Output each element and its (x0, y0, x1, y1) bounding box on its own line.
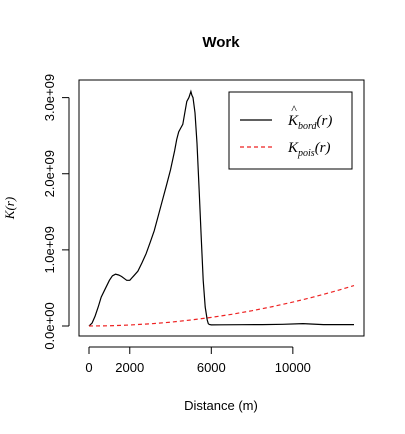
plot-frame (78, 79, 365, 337)
legend-box (228, 91, 353, 170)
y-tick-label: 3.0e+09 (42, 74, 57, 121)
y-axis-label: K(r) (2, 197, 17, 220)
legend: Kbord(r)^Kpois(r) (228, 91, 353, 170)
series-line-pois (88, 285, 355, 327)
x-tick-label: 0 (85, 360, 92, 375)
x-tick-label: 10000 (275, 360, 311, 375)
series-line-bord (88, 89, 354, 327)
legend-hat: ^ (291, 102, 297, 116)
y-axis: 0.0e+00 1.0e+09 2.0e+09 3.0e+09 (42, 74, 70, 350)
y-tick-label: 0.0e+00 (42, 302, 57, 349)
legend-entry: Kpois(r) (287, 140, 331, 159)
y-tick-label: 1.0e+09 (42, 226, 57, 273)
x-tick-label: 2000 (115, 360, 144, 375)
series-layer (88, 89, 355, 327)
x-tick-label: 6000 (197, 360, 226, 375)
x-axis: 0 2000 6000 10000 (85, 346, 311, 375)
y-tick-label: 2.0e+09 (42, 150, 57, 197)
x-axis-label: Distance (m) (184, 398, 258, 413)
chart-title: Work (202, 34, 240, 51)
